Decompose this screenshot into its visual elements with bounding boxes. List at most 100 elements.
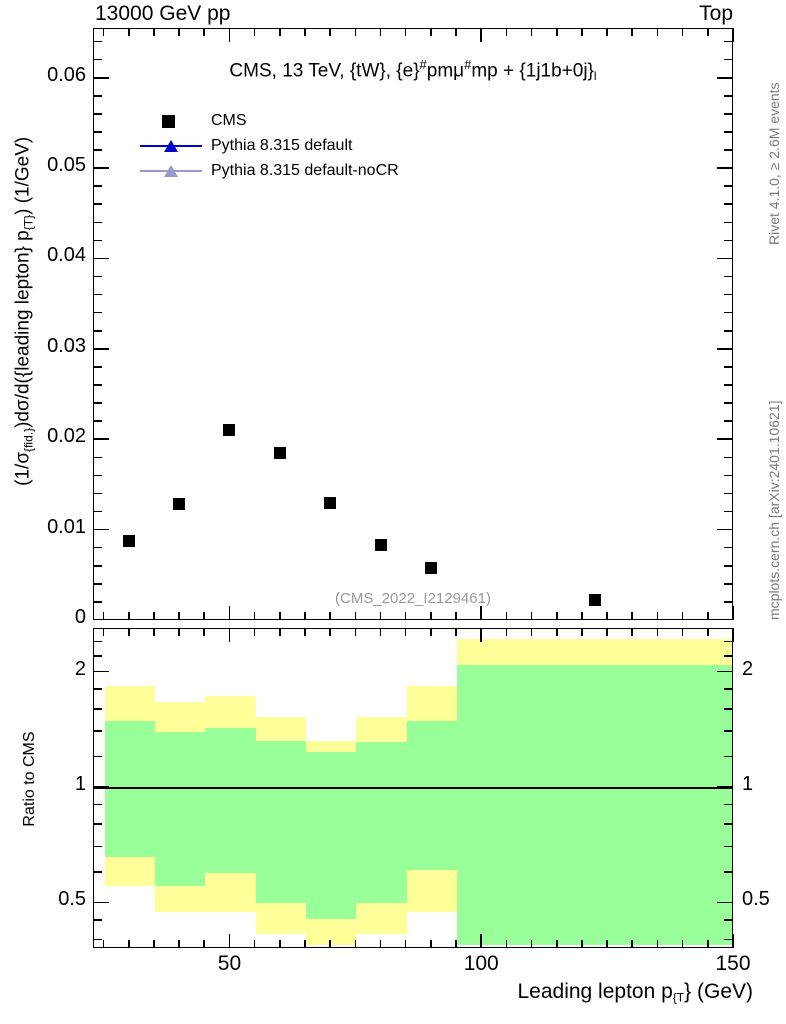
ratio-x-tick-bottom [555, 940, 558, 948]
ratio-x-tick-bottom [379, 940, 382, 948]
y-tick-minor [93, 329, 102, 332]
ratio-reference-line [94, 787, 732, 789]
legend: CMS Pythia 8.315 default Pythia 8.315 de… [140, 108, 399, 183]
ratio-x-tick-top [505, 628, 508, 636]
x-tick-main-top [228, 28, 231, 42]
ratio-x-tick-bottom [606, 940, 608, 948]
ratio-x-tick-top [379, 628, 382, 636]
ratio-y-tick-minor-right [724, 919, 733, 921]
ratio-y-tick-minor [93, 871, 102, 873]
y-tick-minor [93, 58, 102, 61]
y-tick-minor [93, 113, 102, 115]
ratio-y-tick-minor-right [724, 938, 733, 941]
x-axis-tick-label: 100 [463, 952, 499, 975]
plot-title-end: mp + {1j1b+0j} [471, 60, 594, 82]
legend-entry-pythia-default[interactable]: Pythia 8.315 default [140, 133, 399, 158]
ratio-y-tick-label: 2 [74, 657, 86, 680]
y-tick-minor-right [724, 131, 733, 133]
x-tick-main-bottom [505, 612, 508, 620]
ratio-y-tick-minor-right [724, 823, 733, 825]
y-tick-major [93, 167, 109, 169]
y-tick-minor-right [724, 583, 733, 585]
y-tick-minor [93, 40, 102, 43]
ratio-x-tick-top [631, 628, 634, 636]
legend-entry-pythia-nocr[interactable]: Pythia 8.315 default-noCR [140, 158, 399, 183]
y-tick-minor-right [724, 311, 733, 314]
data-point-cms [173, 498, 186, 511]
ratio-x-tick-top [480, 628, 483, 642]
plot-title-main: CMS, 13 TeV, {tW}, {e} [229, 60, 420, 82]
x-tick-main-bottom [354, 612, 357, 620]
legend-label-cms: CMS [211, 111, 247, 129]
ratio-x-tick-top [127, 628, 130, 636]
y-tick-major [93, 257, 109, 260]
legend-label-pythia-default: Pythia 8.315 default [211, 136, 353, 154]
y-tick-minor [93, 402, 102, 404]
ratio-y-tick-minor-right [724, 654, 733, 657]
x-tick-main-bottom [279, 612, 281, 620]
ratio-y-tick-minor [93, 640, 102, 643]
plot-title-mid: pmμ [426, 60, 465, 82]
x-tick-main-top [480, 28, 483, 42]
x-tick-main-bottom [631, 612, 634, 620]
ratio-x-tick-bottom [279, 940, 281, 948]
x-tick-main-top [127, 28, 130, 36]
y-tick-minor-right [724, 329, 733, 332]
x-tick-main-bottom [555, 612, 558, 620]
ratio-x-tick-bottom [732, 934, 734, 948]
y-tick-minor-right [724, 564, 733, 567]
ratio-y-tick-minor [93, 755, 102, 758]
ratio-y-tick-minor [93, 823, 102, 825]
ratio-band-green [305, 752, 357, 919]
ratio-x-tick-top [102, 628, 105, 636]
ratio-x-tick-top [228, 628, 231, 642]
x-axis-title-sub: {T [672, 990, 685, 1005]
x-tick-main-bottom [530, 612, 533, 620]
y-tick-major [93, 348, 109, 350]
x-tick-main-top [379, 28, 382, 36]
ratio-x-tick-bottom [455, 940, 457, 948]
y-tick-minor [93, 492, 102, 495]
ratio-x-tick-top [354, 628, 357, 636]
rivet-version-text: Rivet 4.1.0, ≥ 2.6M events [766, 82, 782, 245]
y-tick-major-right [717, 76, 733, 79]
x-tick-main-top [430, 28, 432, 36]
x-tick-main-bottom [178, 612, 180, 620]
x-tick-main-top [505, 28, 508, 36]
x-tick-main-top [681, 28, 684, 36]
y-tick-minor [93, 366, 102, 368]
ratio-y-tick-minor [93, 901, 102, 904]
y-tick-minor [93, 456, 102, 459]
y-tick-minor [93, 510, 102, 513]
y-tick-minor-right [724, 546, 733, 549]
y-tick-minor-right [724, 239, 733, 242]
ratio-x-tick-top [656, 628, 659, 636]
ratio-y-tick-label-right: 1 [742, 772, 754, 795]
y-axis-tick-label: 0.03 [47, 334, 86, 357]
main-plot-frame [93, 28, 733, 620]
y-tick-minor [93, 564, 102, 567]
x-tick-main-top [707, 28, 709, 36]
y-axis-tick-label: 0.02 [47, 425, 86, 448]
ratio-x-tick-bottom [631, 940, 634, 948]
legend-entry-cms[interactable]: CMS [140, 108, 399, 133]
ratio-x-tick-top [606, 628, 608, 636]
ratio-y-tick-minor-right [724, 640, 733, 643]
y-tick-major [93, 438, 109, 441]
ratio-y-tick-minor-right [724, 730, 733, 732]
y-tick-minor [93, 275, 102, 278]
ratio-y-tick-minor [93, 670, 102, 673]
ratio-x-tick-bottom [404, 940, 407, 948]
ratio-x-tick-bottom [656, 940, 659, 948]
legend-marker-triangle-line-nocr-icon [140, 163, 202, 179]
y-tick-minor-right [724, 149, 733, 151]
ratio-y-tick-minor-right [724, 845, 733, 848]
ratio-x-tick-top [581, 628, 583, 636]
x-tick-main-top [404, 28, 407, 36]
data-point-cms [374, 538, 387, 551]
y-tick-major-right [717, 257, 733, 260]
ratio-band-green [154, 732, 206, 886]
x-tick-main-top [279, 28, 281, 36]
ratio-y-tick-minor [93, 786, 102, 788]
